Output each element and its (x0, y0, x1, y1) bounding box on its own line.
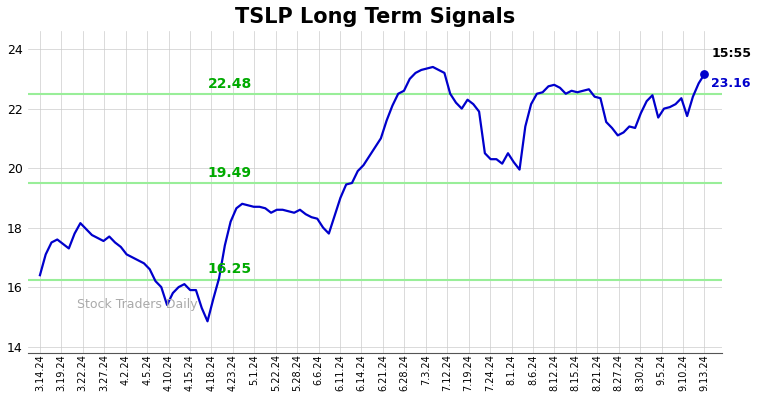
Text: 15:55: 15:55 (711, 47, 751, 60)
Text: 22.48: 22.48 (208, 77, 252, 91)
Point (699, 71, 711, 77)
Title: TSLP Long Term Signals: TSLP Long Term Signals (235, 7, 515, 27)
Text: Stock Traders Daily: Stock Traders Daily (77, 298, 198, 311)
Text: 19.49: 19.49 (208, 166, 252, 180)
Text: 23.16: 23.16 (711, 77, 751, 90)
Text: 16.25: 16.25 (208, 262, 252, 276)
